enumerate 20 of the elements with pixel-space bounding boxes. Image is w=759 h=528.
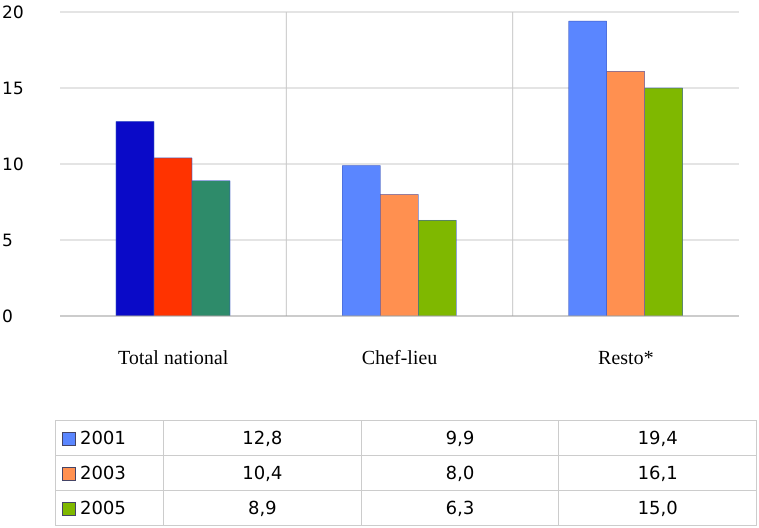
data-label: 10,4 xyxy=(164,456,362,490)
data-label: 19,4 xyxy=(558,420,756,456)
y-tick-label: 20 xyxy=(2,3,24,24)
data-label: 16,1 xyxy=(558,456,756,490)
x-tick-label: Total national xyxy=(118,347,229,370)
data-label: 6,3 xyxy=(361,490,559,526)
x-tick-label: Chef-lieu xyxy=(362,347,438,370)
legend-label: 2003 xyxy=(56,456,164,490)
legend-label: 2005 xyxy=(56,490,164,526)
y-tick-label: 15 xyxy=(2,79,24,100)
y-tick-label: 5 xyxy=(2,231,13,252)
y-tick-label: 0 xyxy=(2,307,13,328)
data-label: 8,9 xyxy=(164,490,362,526)
data-label: 8,0 xyxy=(361,456,559,490)
data-label: 15,0 xyxy=(558,490,756,526)
y-tick-label: 10 xyxy=(2,155,24,176)
data-label: 9,9 xyxy=(361,420,559,456)
x-tick-label: Resto* xyxy=(598,347,654,370)
data-label: 12,8 xyxy=(164,420,362,456)
legend-label: 2001 xyxy=(56,420,164,456)
